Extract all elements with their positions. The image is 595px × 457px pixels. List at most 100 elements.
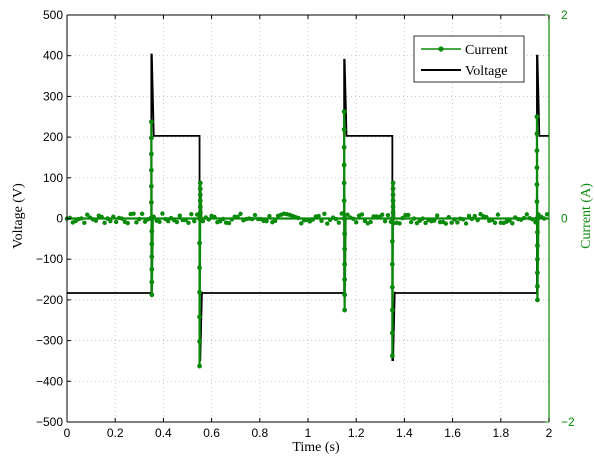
series-current-point — [299, 221, 304, 226]
series-current-point — [423, 220, 428, 226]
series-current-point — [351, 216, 356, 222]
series-current-point — [535, 297, 540, 303]
series-current-point — [325, 221, 330, 226]
y-right-tick-label: −2 — [561, 415, 575, 429]
series-current-point — [432, 218, 437, 223]
legend: Current Voltage — [413, 35, 525, 83]
series-current-point — [229, 217, 235, 222]
series-current-point — [524, 212, 530, 217]
series-current-point — [342, 261, 348, 267]
series-current-point — [197, 204, 203, 210]
series-current-point — [148, 151, 154, 157]
series-current-point — [452, 217, 457, 222]
series-current-point — [534, 148, 540, 154]
x-tick-label: 1.4 — [396, 426, 413, 440]
series-current-point — [336, 220, 342, 225]
series-current-point — [148, 183, 154, 189]
series-current-point — [125, 220, 130, 226]
series-current-point — [149, 279, 155, 285]
series-current-point — [530, 217, 535, 222]
series-current-point — [197, 192, 203, 198]
series-current-point — [296, 215, 301, 221]
series-current-point — [341, 144, 347, 150]
series-current-point — [149, 228, 155, 234]
series-current-point — [67, 215, 73, 221]
series-current-point — [380, 212, 385, 217]
series-current-point — [166, 219, 171, 224]
series-current-point — [148, 135, 154, 141]
series-current-point — [534, 199, 540, 204]
series-current-point — [235, 214, 240, 220]
series-current-point — [174, 219, 180, 225]
series-current-point — [267, 213, 272, 219]
series-current-point — [534, 114, 540, 120]
series-current-point — [397, 221, 402, 226]
series-current-point — [148, 119, 154, 125]
series-current-point — [463, 221, 469, 226]
x-tick-label: 0.8 — [251, 426, 268, 440]
series-current-point — [212, 214, 217, 220]
series-current-point — [197, 265, 202, 271]
series-current-point — [389, 307, 395, 313]
series-current-point — [390, 180, 396, 186]
series-current-point — [183, 217, 188, 223]
y-left-tick-label: 500 — [43, 8, 63, 22]
series-current-point — [119, 216, 125, 221]
series-current-point — [264, 218, 269, 224]
series-current-point — [390, 210, 396, 215]
series-current-point — [535, 243, 540, 249]
series-current-point — [197, 198, 203, 204]
series-current-point — [535, 283, 540, 289]
series-current-point — [149, 292, 155, 298]
y-left-axis-title: Voltage (V) — [11, 183, 26, 249]
series-current-point — [492, 220, 498, 225]
series-current-point — [342, 307, 348, 313]
series-current-point — [192, 218, 197, 224]
y-right-tick-label: 0 — [561, 212, 568, 226]
series-current-point — [82, 220, 87, 225]
series-current-point — [389, 261, 395, 267]
series-current-point — [495, 212, 501, 217]
series-current-point — [339, 211, 344, 216]
series-current-point — [472, 213, 477, 219]
series-current-point — [535, 270, 540, 276]
series-current-point — [408, 219, 414, 225]
series-current-point — [273, 218, 278, 224]
series-current-point — [197, 289, 202, 295]
series-current-point — [466, 213, 472, 219]
x-tick-label: 2 — [546, 426, 553, 440]
series-current-point — [197, 339, 202, 344]
series-current-point — [390, 198, 396, 204]
y-left-tick-label: −100 — [36, 252, 63, 266]
series-current-point — [534, 131, 540, 137]
series-current-point — [533, 220, 538, 225]
y-left-tick-label: 0 — [56, 212, 63, 226]
series-current-point — [226, 220, 232, 226]
series-current-point — [535, 256, 540, 262]
y-right-tick-label: 2 — [561, 8, 568, 22]
series-current-point — [489, 217, 495, 223]
series-current-point — [197, 216, 203, 221]
series-current-point — [507, 218, 512, 223]
series-current-point — [390, 186, 396, 192]
ticks: 0 0.2 0.4 0.6 0.8 1 1.2 1.4 1.6 1.8 2 −500 −400 −300 −… — [36, 8, 575, 440]
series-current-point — [189, 211, 194, 217]
series-current-point — [85, 212, 90, 217]
series-current-point — [390, 204, 396, 210]
series-current-point — [342, 277, 348, 282]
series-current-point — [177, 213, 182, 218]
series-current-point — [385, 212, 391, 218]
series-current-point — [342, 231, 348, 237]
series-current-point — [252, 212, 258, 218]
series-current-point — [99, 214, 104, 220]
legend-current-label: Current — [465, 43, 508, 58]
series-current-point — [197, 363, 202, 369]
x-tick-label: 0.2 — [107, 426, 124, 440]
series-current-point — [342, 246, 348, 252]
series-current-point — [316, 213, 321, 219]
series-current-point — [382, 219, 388, 224]
series-current-point — [148, 167, 154, 173]
legend-box — [413, 35, 525, 83]
series-current-point — [510, 221, 515, 226]
series-current-point — [139, 211, 145, 217]
